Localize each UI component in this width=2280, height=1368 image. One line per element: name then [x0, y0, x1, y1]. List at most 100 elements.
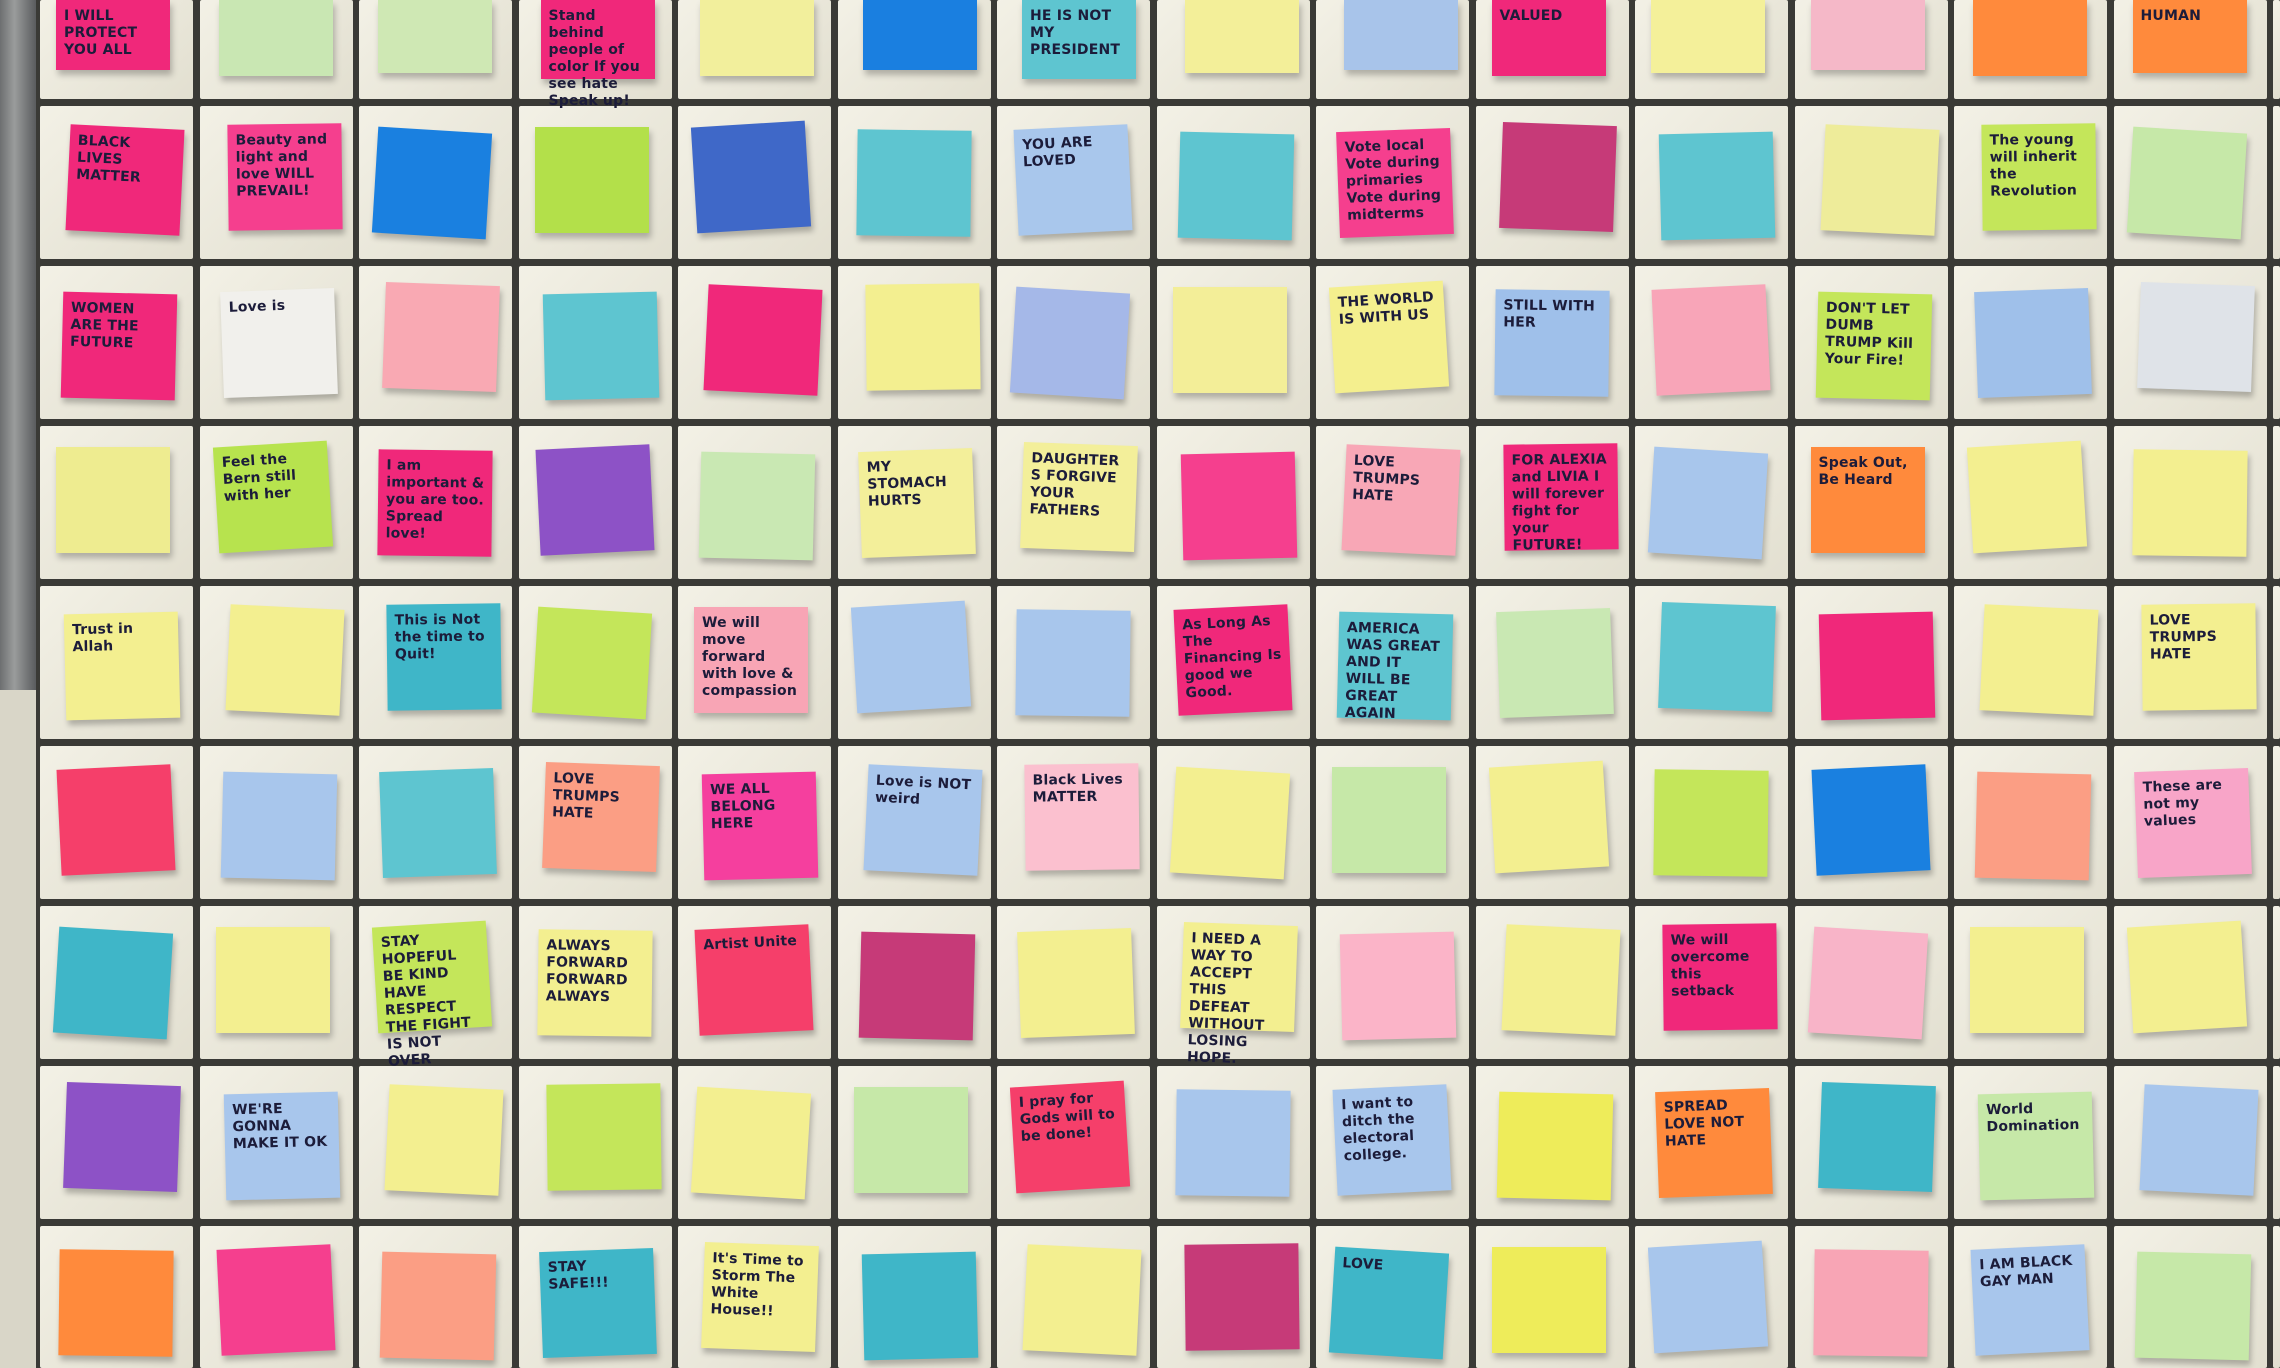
metal-edge — [0, 0, 36, 690]
sticky-note — [545, 1083, 662, 1191]
sticky-note — [534, 127, 649, 233]
sticky-note — [1979, 604, 2099, 716]
sticky-note — [218, 0, 333, 76]
sticky-note — [700, 0, 814, 76]
sticky-note — [378, 0, 492, 73]
sticky-note: Artist Unite — [694, 924, 814, 1036]
sticky-note — [379, 1251, 497, 1361]
sticky-note — [858, 931, 975, 1041]
sticky-note — [1174, 1089, 1291, 1197]
sticky-note: Speak Out, Be Heard — [1810, 447, 1925, 553]
wall-edge — [0, 690, 36, 1368]
sticky-note — [1015, 609, 1131, 717]
sticky-note — [1653, 769, 1769, 877]
sticky-note — [531, 606, 652, 720]
wall-tile — [2273, 266, 2280, 419]
sticky-note: BLACK LIVES MATTER — [65, 124, 185, 236]
sticky-note — [1500, 924, 1621, 1036]
sticky-note — [52, 926, 174, 1040]
sticky-note — [2134, 1251, 2251, 1361]
sticky-note — [1172, 287, 1287, 393]
sticky-note: It's Time to Storm The White House!! — [701, 1241, 819, 1353]
sticky-note: Vote local Vote during primaries Vote du… — [1336, 127, 1454, 239]
sticky-note — [1184, 0, 1299, 73]
sticky-note: We will overcome this setback — [1662, 923, 1778, 1031]
sticky-note — [2131, 449, 2248, 557]
sticky-note — [1498, 121, 1617, 233]
sticky-note — [1180, 451, 1297, 561]
sticky-note — [1658, 601, 1776, 713]
wall-tile — [2273, 586, 2280, 739]
sticky-note — [703, 284, 823, 396]
sticky-note — [1332, 767, 1446, 873]
sticky-note — [853, 1087, 968, 1193]
sticky-note — [1970, 927, 2084, 1033]
sticky-note — [1496, 1091, 1613, 1201]
sticky-note — [215, 1244, 336, 1356]
sticky-note: I pray for Gods will to be done! — [1009, 1080, 1131, 1194]
sticky-note — [63, 1081, 181, 1193]
sticky-note — [1812, 1249, 1929, 1357]
wall-tile — [2273, 426, 2280, 579]
sticky-note — [215, 927, 330, 1033]
sticky-note: We will move forward with love & compass… — [694, 607, 808, 713]
sticky-note: SPREAD LOVE NOT HATE — [1655, 1087, 1773, 1199]
sticky-note — [1651, 0, 1765, 73]
sticky-note — [1658, 131, 1776, 241]
sticky-note — [862, 0, 977, 70]
sticky-note — [1647, 446, 1769, 560]
sticky-note — [1810, 764, 1931, 876]
sticky-note — [864, 283, 981, 391]
sticky-note: YOU ARE LOVED — [1013, 124, 1133, 236]
wall-tile — [2273, 746, 2280, 899]
sticky-note: I AM BLACK GAY MAN — [1970, 1244, 2090, 1356]
sticky-note: Trust in Allah — [63, 611, 181, 721]
sticky-note — [379, 767, 497, 879]
sticky-note: Beauty and light and love WILL PREVAIL! — [226, 123, 343, 231]
wall-tile — [2273, 1066, 2280, 1219]
sticky-note: WOMEN ARE THE FUTURE — [60, 291, 178, 401]
sticky-note — [1344, 0, 1458, 70]
sticky-note: WE ALL BELONG HERE — [701, 771, 819, 881]
sticky-note: LOVE TRUMPS HATE — [1341, 444, 1461, 556]
sticky-note: Love is — [219, 287, 338, 399]
sticky-note — [1974, 771, 2092, 881]
sticky-note — [850, 600, 971, 714]
sticky-note — [690, 1086, 812, 1200]
wall-tile — [2273, 0, 2280, 99]
sticky-note — [698, 451, 816, 561]
sticky-note: STAY SAFE!!! — [538, 1247, 657, 1359]
sticky-note: DON'T LET DUMB TRUMP Kill Your Fire! — [1815, 291, 1932, 401]
sticky-note — [371, 126, 493, 240]
sticky-note — [861, 1251, 978, 1361]
sticky-note — [1488, 760, 1609, 874]
sticky-note — [224, 604, 345, 716]
sticky-note — [1807, 926, 1928, 1040]
sticky-note — [56, 447, 170, 553]
sticky-note — [1183, 1243, 1300, 1351]
sticky-note: World Domination — [1977, 1091, 2095, 1201]
sticky-note — [1973, 0, 2087, 76]
sticky-note — [220, 771, 337, 881]
sticky-note — [1651, 284, 1771, 396]
sticky-note: Black Lives MATTER — [1024, 763, 1140, 871]
sticky-note: I am important & you are too. Spread lov… — [377, 449, 493, 557]
sticky-note: I want to ditch the electoral college. — [1332, 1084, 1452, 1196]
sticky-note: The young will inherit the Revolution — [1981, 123, 2097, 231]
sticky-note: WE'RE GONNA MAKE IT OK — [223, 1091, 340, 1201]
sticky-note: As Long As The Financing Is good we Good… — [1172, 604, 1293, 716]
sticky-note — [1817, 1081, 1936, 1193]
sticky-note: ALWAYS FORWARD FORWARD ALWAYS — [536, 929, 653, 1037]
sticky-note — [1974, 287, 2092, 399]
sticky-note: DAUGHTERS FORGIVE YOUR FATHERS — [1020, 441, 1138, 553]
sticky-note: These are not my values — [2133, 767, 2252, 879]
sticky-note — [1339, 931, 1457, 1041]
sticky-note — [534, 444, 655, 556]
sticky-note — [1177, 131, 1294, 241]
sticky-note: FOR ALEXIA and LIVIA I will forever figh… — [1502, 443, 1619, 554]
sticky-note — [2138, 1084, 2259, 1196]
sticky-note: Love is NOT weird — [862, 764, 983, 876]
sticky-note — [384, 1084, 504, 1196]
sticky-note: VALUED — [1491, 0, 1606, 76]
sticky-note — [2136, 281, 2255, 393]
